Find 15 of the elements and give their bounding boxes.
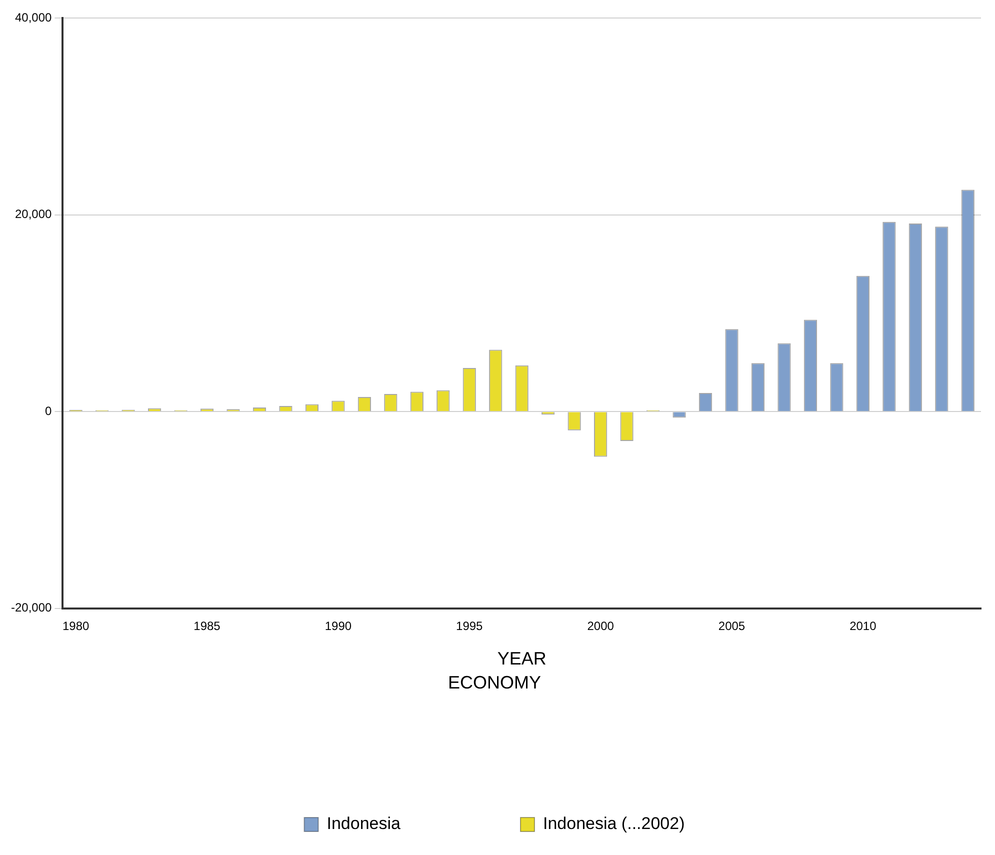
x-tick-label: 2000 — [587, 618, 614, 633]
x-tick-label: 1990 — [324, 618, 352, 633]
y-tick-label: -20,000 — [10, 600, 52, 615]
y-tick-label: 20,000 — [14, 207, 52, 222]
x-tick-label: 2005 — [718, 618, 746, 633]
x-tick-label: 1980 — [62, 618, 90, 633]
x-tick-label: 2010 — [850, 618, 877, 633]
x-axis-title: YEAR — [497, 648, 546, 669]
y-tick-label: 40,000 — [14, 10, 52, 25]
x-tick-label: 1985 — [194, 618, 221, 633]
legend-title: ECONOMY — [448, 672, 542, 692]
y-tick-label: 0 — [45, 404, 52, 418]
x-tick-label: 1995 — [456, 618, 484, 633]
legend-label: Indonesia — [326, 814, 402, 834]
legend-label: Indonesia (...2002) — [542, 814, 685, 834]
